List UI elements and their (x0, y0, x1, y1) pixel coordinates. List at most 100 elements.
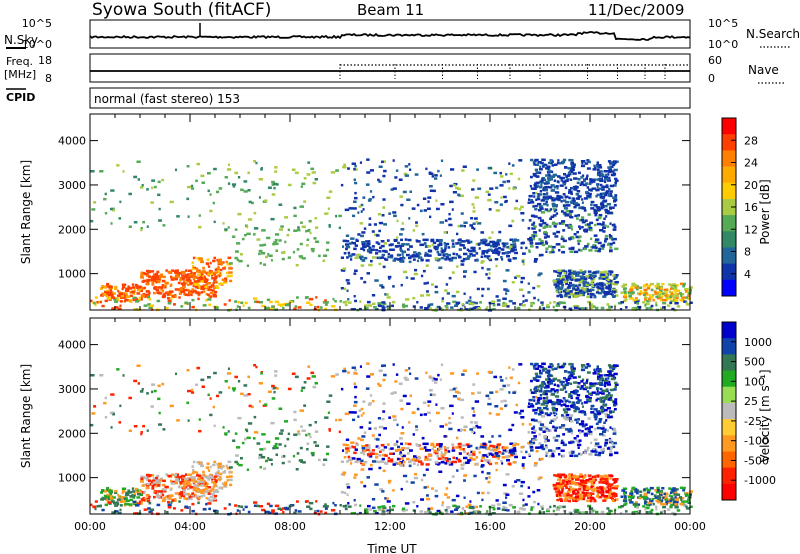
power-point (303, 200, 307, 203)
velocity-point (153, 389, 157, 393)
velocity-point (593, 370, 597, 374)
power-point (443, 231, 447, 234)
power-point (103, 197, 107, 201)
velocity-point (116, 502, 120, 505)
power-point (593, 180, 596, 183)
power-point (537, 298, 540, 302)
power-point (225, 260, 229, 264)
power-point (90, 299, 93, 303)
power-point (392, 159, 395, 162)
power-point (196, 284, 200, 287)
power-point (444, 244, 448, 248)
power-point (350, 258, 353, 261)
velocity-point (434, 381, 438, 384)
velocity-point (353, 371, 356, 375)
power-point (550, 161, 553, 165)
velocity-point (132, 496, 136, 499)
velocity-point (127, 489, 131, 492)
velocity-point (167, 506, 172, 509)
velocity-point (156, 495, 161, 499)
power-point (406, 198, 411, 201)
power-point (167, 302, 172, 305)
power-point (596, 289, 599, 292)
velocity-point (593, 438, 598, 441)
velocity-point (568, 362, 573, 366)
velocity-point (580, 497, 585, 501)
power-point (562, 239, 567, 243)
power-point (601, 273, 606, 276)
velocity-point (538, 476, 543, 479)
power-point (534, 185, 539, 189)
velocity-point (487, 370, 492, 374)
velocity-point (143, 476, 148, 480)
velocity-point (422, 473, 426, 477)
velocity-point (434, 461, 439, 464)
velocity-point (298, 459, 303, 462)
power-point (415, 221, 418, 224)
velocity-point (537, 365, 542, 368)
power-point (447, 253, 451, 257)
velocity-point (480, 435, 485, 438)
velocity-point (537, 477, 541, 481)
velocity-point (429, 393, 434, 396)
power-point (511, 281, 515, 284)
power-point (377, 213, 381, 216)
power-point (343, 252, 347, 255)
velocity-point (353, 382, 356, 385)
power-point (534, 182, 537, 185)
power-point (607, 166, 612, 169)
power-point (557, 243, 561, 246)
power-point (570, 278, 574, 281)
velocity-point (145, 494, 150, 497)
power-point (170, 278, 175, 281)
velocity-point (345, 443, 350, 447)
velocity-point (580, 368, 586, 372)
velocity-point (593, 384, 596, 387)
velocity-point (158, 480, 162, 484)
power-point (538, 272, 543, 275)
power-point (360, 277, 363, 280)
velocity-point (568, 499, 571, 503)
power-point (510, 248, 515, 251)
power-point (402, 260, 405, 263)
power-point (609, 184, 614, 188)
velocity-point (540, 423, 545, 427)
velocity-point (507, 462, 512, 465)
velocity-point (417, 456, 422, 460)
power-point (312, 181, 317, 185)
velocity-point (211, 488, 215, 491)
velocity-point (193, 480, 198, 483)
power-point (481, 260, 485, 263)
power-point (105, 294, 108, 297)
velocity-point (568, 428, 571, 432)
velocity-point (476, 491, 480, 495)
power-point (536, 285, 541, 288)
power-point (169, 200, 174, 204)
velocity-point (569, 374, 574, 377)
power-point (573, 250, 579, 254)
power-point (326, 196, 331, 199)
power-point (576, 271, 579, 275)
velocity-point (170, 482, 175, 485)
velocity-point (187, 419, 190, 422)
velocity-point (396, 440, 399, 443)
velocity-point (306, 442, 310, 445)
velocity-point (557, 447, 561, 450)
power-point (603, 291, 608, 294)
power-point (628, 291, 633, 295)
power-point (611, 293, 614, 297)
power-point (545, 174, 549, 177)
velocity-point (612, 364, 617, 367)
velocity-point (209, 397, 212, 400)
power-point (378, 304, 383, 308)
power-point (530, 214, 535, 218)
velocity-point (600, 427, 605, 430)
power-point (540, 179, 543, 183)
velocity-point (555, 416, 559, 419)
power-point (271, 180, 275, 184)
velocity-point (213, 424, 216, 428)
power-point (228, 262, 233, 265)
power-point (584, 307, 587, 310)
power-point (419, 306, 423, 309)
velocity-point (191, 479, 194, 482)
